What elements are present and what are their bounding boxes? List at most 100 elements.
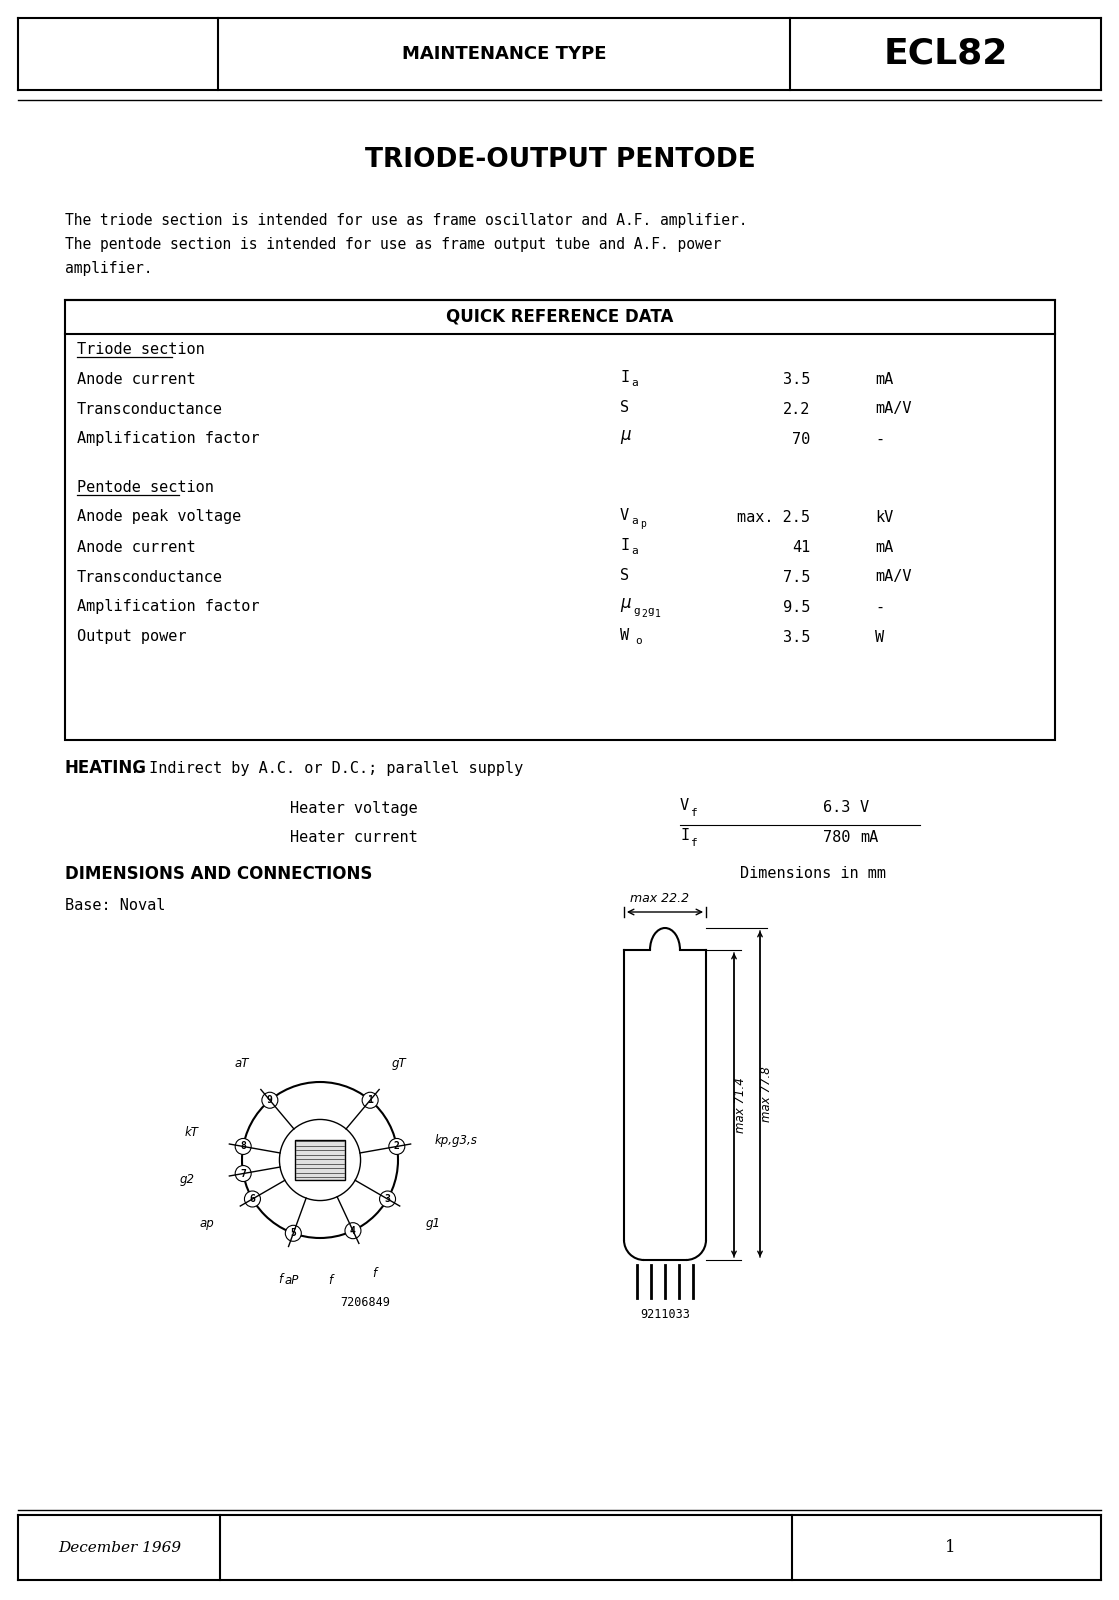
Circle shape [235, 1139, 251, 1155]
Text: TRIODE-OUTPUT PENTODE: TRIODE-OUTPUT PENTODE [365, 147, 755, 173]
Text: 3: 3 [385, 1194, 391, 1203]
Bar [65, 301, 1055, 739]
Text: 5: 5 [291, 1229, 297, 1238]
Text: max 77.8: max 77.8 [760, 1066, 773, 1122]
Text: ap: ap [199, 1216, 214, 1229]
Text: 6: 6 [250, 1194, 255, 1203]
Text: 70: 70 [792, 432, 810, 446]
Text: The triode section is intended for use as frame oscillator and A.F. amplifier.: The triode section is intended for use a… [65, 213, 747, 227]
Text: g: g [647, 606, 653, 616]
Text: Transconductance: Transconductance [77, 570, 223, 584]
Text: 9: 9 [267, 1096, 273, 1106]
Text: December 1969: December 1969 [58, 1541, 181, 1555]
Bar [295, 1139, 345, 1181]
Text: V: V [861, 800, 869, 816]
Text: max 22.2: max 22.2 [630, 891, 689, 904]
Text: o: o [634, 635, 642, 646]
Text: Dimensions in mm: Dimensions in mm [740, 867, 886, 882]
Text: 3.5: 3.5 [782, 371, 810, 387]
Text: mA: mA [875, 539, 893, 555]
Text: Anode peak voltage: Anode peak voltage [77, 509, 242, 525]
Circle shape [379, 1190, 395, 1206]
Text: aT: aT [234, 1058, 248, 1070]
Text: :: : [132, 758, 138, 778]
Text: kp,g3,s: kp,g3,s [435, 1134, 478, 1147]
Circle shape [363, 1093, 378, 1109]
Text: g1: g1 [426, 1216, 441, 1229]
Text: Transconductance: Transconductance [77, 402, 223, 416]
Text: $\mu$: $\mu$ [620, 595, 632, 614]
Text: 7.5: 7.5 [782, 570, 810, 584]
Text: Anode current: Anode current [77, 371, 196, 387]
Text: kT: kT [185, 1126, 198, 1139]
Text: 41: 41 [792, 539, 810, 555]
Text: mA: mA [875, 371, 893, 387]
Text: QUICK REFERENCE DATA: QUICK REFERENCE DATA [446, 307, 674, 326]
Text: 2: 2 [394, 1141, 399, 1152]
Text: mA: mA [861, 830, 878, 845]
Text: a: a [631, 515, 638, 526]
Text: mA/V: mA/V [875, 402, 912, 416]
Text: aP: aP [285, 1274, 299, 1286]
Text: S: S [620, 568, 629, 582]
Text: gT: gT [392, 1058, 406, 1070]
Text: Base: Noval: Base: Noval [65, 899, 166, 914]
Text: Heater current: Heater current [290, 830, 417, 845]
Text: Output power: Output power [77, 629, 187, 645]
Text: f: f [692, 838, 698, 848]
Text: p: p [640, 518, 646, 530]
Text: W: W [620, 627, 629, 643]
Text: DIMENSIONS AND CONNECTIONS: DIMENSIONS AND CONNECTIONS [65, 866, 373, 883]
Text: f: f [279, 1274, 282, 1286]
Text: f: f [328, 1274, 332, 1286]
Text: 7: 7 [241, 1168, 246, 1179]
Text: 780: 780 [822, 830, 850, 845]
Text: kV: kV [875, 509, 893, 525]
Circle shape [244, 1190, 261, 1206]
Text: Amplification factor: Amplification factor [77, 600, 260, 614]
Text: g2: g2 [179, 1173, 194, 1186]
Text: f: f [373, 1267, 377, 1280]
Text: max 71.4: max 71.4 [734, 1077, 747, 1133]
Text: mA/V: mA/V [875, 570, 912, 584]
Text: f: f [692, 808, 698, 818]
Text: I: I [620, 370, 629, 384]
Text: S: S [620, 400, 629, 414]
Text: 6.3: 6.3 [822, 800, 850, 816]
Text: 9211033: 9211033 [640, 1309, 690, 1322]
Text: -: - [875, 432, 884, 446]
Text: I: I [680, 829, 689, 843]
Text: Heater voltage: Heater voltage [290, 800, 417, 816]
Text: 2.2: 2.2 [782, 402, 810, 416]
Text: ECL82: ECL82 [884, 37, 1008, 70]
Text: a: a [631, 546, 638, 557]
Text: V: V [680, 798, 689, 813]
Circle shape [262, 1093, 278, 1109]
Text: HEATING: HEATING [65, 758, 147, 778]
Text: 9.5: 9.5 [782, 600, 810, 614]
Text: V: V [620, 507, 629, 523]
Text: $\mu$: $\mu$ [620, 427, 632, 446]
Text: The pentode section is intended for use as frame output tube and A.F. power: The pentode section is intended for use … [65, 237, 722, 251]
Text: 3.5: 3.5 [782, 629, 810, 645]
Text: Anode current: Anode current [77, 539, 196, 555]
Text: Indirect by A.C. or D.C.; parallel supply: Indirect by A.C. or D.C.; parallel suppl… [140, 760, 524, 776]
Text: MAINTENANCE TYPE: MAINTENANCE TYPE [402, 45, 606, 62]
Text: W: W [875, 629, 884, 645]
Text: amplifier.: amplifier. [65, 261, 152, 275]
Text: a: a [631, 378, 638, 387]
Text: 2: 2 [641, 610, 647, 619]
Text: 1: 1 [655, 610, 661, 619]
Circle shape [345, 1222, 361, 1238]
Text: Amplification factor: Amplification factor [77, 432, 260, 446]
Text: Pentode section: Pentode section [77, 480, 214, 494]
Text: 1: 1 [944, 1539, 956, 1555]
Circle shape [388, 1139, 405, 1155]
Text: 1: 1 [367, 1096, 373, 1106]
Text: 7206849: 7206849 [340, 1296, 389, 1309]
Text: max. 2.5: max. 2.5 [737, 509, 810, 525]
Circle shape [235, 1165, 251, 1181]
Text: Triode section: Triode section [77, 341, 205, 357]
Text: 4: 4 [350, 1226, 356, 1235]
Text: 8: 8 [241, 1141, 246, 1152]
